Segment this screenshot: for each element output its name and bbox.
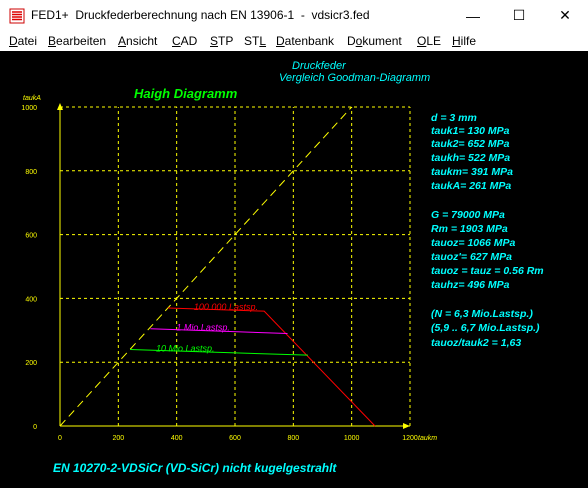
spring-app-icon — [9, 8, 25, 24]
menu-ole[interactable]: OLE — [417, 34, 442, 48]
tick-labels: 0 200 400 600 800 1000 1200 0 200 400 600 800 1000 — [21, 105, 417, 442]
param-tauhz: tauhz= 496 MPa — [431, 279, 510, 291]
param-d: d = 3 mm — [431, 112, 477, 124]
chart-series: 100.000 Lastsp. 1 Mio.Lastsp. 10 Mio.Lasts… — [59, 106, 376, 427]
y-tick-label: 200 — [25, 360, 37, 367]
minimize-button[interactable]: — — [450, 0, 496, 31]
material-footer: EN 10270-2-VDSiCr (VD-SiCr) nicht kugelg… — [53, 461, 337, 475]
header-line-1: Druckfeder — [292, 60, 347, 72]
header-line-2: Vergleich Goodman-Diagramm — [279, 72, 430, 84]
close-icon: ✕ — [559, 7, 571, 23]
param-tauoz-eq: tauoz = tauz = 0.56 Rm — [431, 265, 544, 277]
minimize-icon: — — [466, 7, 480, 24]
series-line-1 — [150, 328, 288, 334]
menu-dokument[interactable]: Dokument — [347, 34, 402, 48]
x-axis-label: taukm — [418, 435, 437, 442]
param-taukh: taukh= 522 MPa — [431, 152, 510, 164]
diagonal-reference-line — [59, 106, 353, 427]
x-tick-label: 0 — [58, 435, 62, 442]
x-tick-label: 400 — [171, 435, 183, 442]
param-lastsp-range: (5,9 .. 6,7 Mio.Lastsp.) — [431, 322, 540, 334]
series-line-2 — [129, 348, 308, 356]
param-tauk2: tauk2= 652 MPa — [431, 138, 510, 150]
x-tick-label: 1000 — [344, 435, 360, 442]
menu-datei[interactable]: Datei — [9, 34, 38, 48]
maximize-icon: ☐ — [512, 7, 526, 23]
y-axis-label: taukA — [23, 95, 41, 102]
chart-axes — [57, 103, 410, 429]
window-title: FED1+ Druckfederberechnung nach EN 13906… — [31, 8, 370, 22]
x-tick-label: 200 — [112, 435, 124, 442]
chart-grid — [60, 106, 411, 426]
series-line-0 — [167, 307, 376, 427]
series-label-2: 10 Mio.Lastsp. — [156, 343, 215, 353]
param-tauka: taukA= 261 MPa — [431, 180, 511, 192]
menu-bearbeiten[interactable]: Bearbeiten — [48, 34, 107, 48]
menu-hilfe[interactable]: Hilfe — [452, 34, 477, 48]
y-axis-arrow — [57, 103, 63, 110]
param-taukm: taukm= 391 MPa — [431, 166, 513, 178]
param-g: G = 79000 MPa — [431, 209, 505, 221]
menu-stp[interactable]: STP — [210, 34, 234, 48]
y-tick-label: 800 — [25, 169, 37, 176]
title-bar: FED1+ Druckfederberechnung nach EN 13906… — [0, 0, 588, 31]
y-tick-label: 1000 — [21, 105, 37, 112]
y-tick-label: 400 — [25, 296, 37, 303]
close-button[interactable]: ✕ — [542, 0, 588, 31]
menu-cad[interactable]: CAD — [172, 34, 198, 48]
chart-title: Haigh Diagramm — [134, 86, 238, 101]
param-tauk1: tauk1= 130 MPa — [431, 125, 510, 137]
menu-stl[interactable]: STL — [244, 34, 267, 48]
x-tick-label: 600 — [229, 435, 241, 442]
x-axis-arrow — [403, 423, 410, 429]
param-ratio: tauoz/tauk2 = 1,63 — [431, 337, 521, 349]
menu-datenbank[interactable]: Datenbank — [276, 34, 335, 48]
menu-bar: Datei Bearbeiten Ansicht CAD STP STL Dat… — [0, 31, 588, 51]
series-label-1: 1 Mio.Lastsp. — [176, 323, 230, 333]
y-tick-label: 600 — [25, 233, 37, 240]
y-tick-label: 0 — [33, 424, 37, 431]
series-label-0: 100.000 Lastsp. — [194, 302, 258, 312]
menu-ansicht[interactable]: Ansicht — [118, 34, 158, 48]
param-lastsp-n: (N = 6,3 Mio.Lastsp.) — [431, 308, 533, 320]
haigh-diagram: 0 200 400 600 800 1000 1200 0 200 400 600 800 1000 1… — [21, 60, 544, 475]
maximize-button[interactable]: ☐ — [496, 0, 542, 31]
param-tauoz: tauoz= 1066 MPa — [431, 237, 515, 249]
x-tick-label: 1200 — [402, 435, 418, 442]
x-tick-label: 800 — [287, 435, 299, 442]
param-tauoz-prime: tauoz'= 627 MPa — [431, 251, 512, 263]
param-rm: Rm = 1903 MPa — [431, 223, 508, 235]
